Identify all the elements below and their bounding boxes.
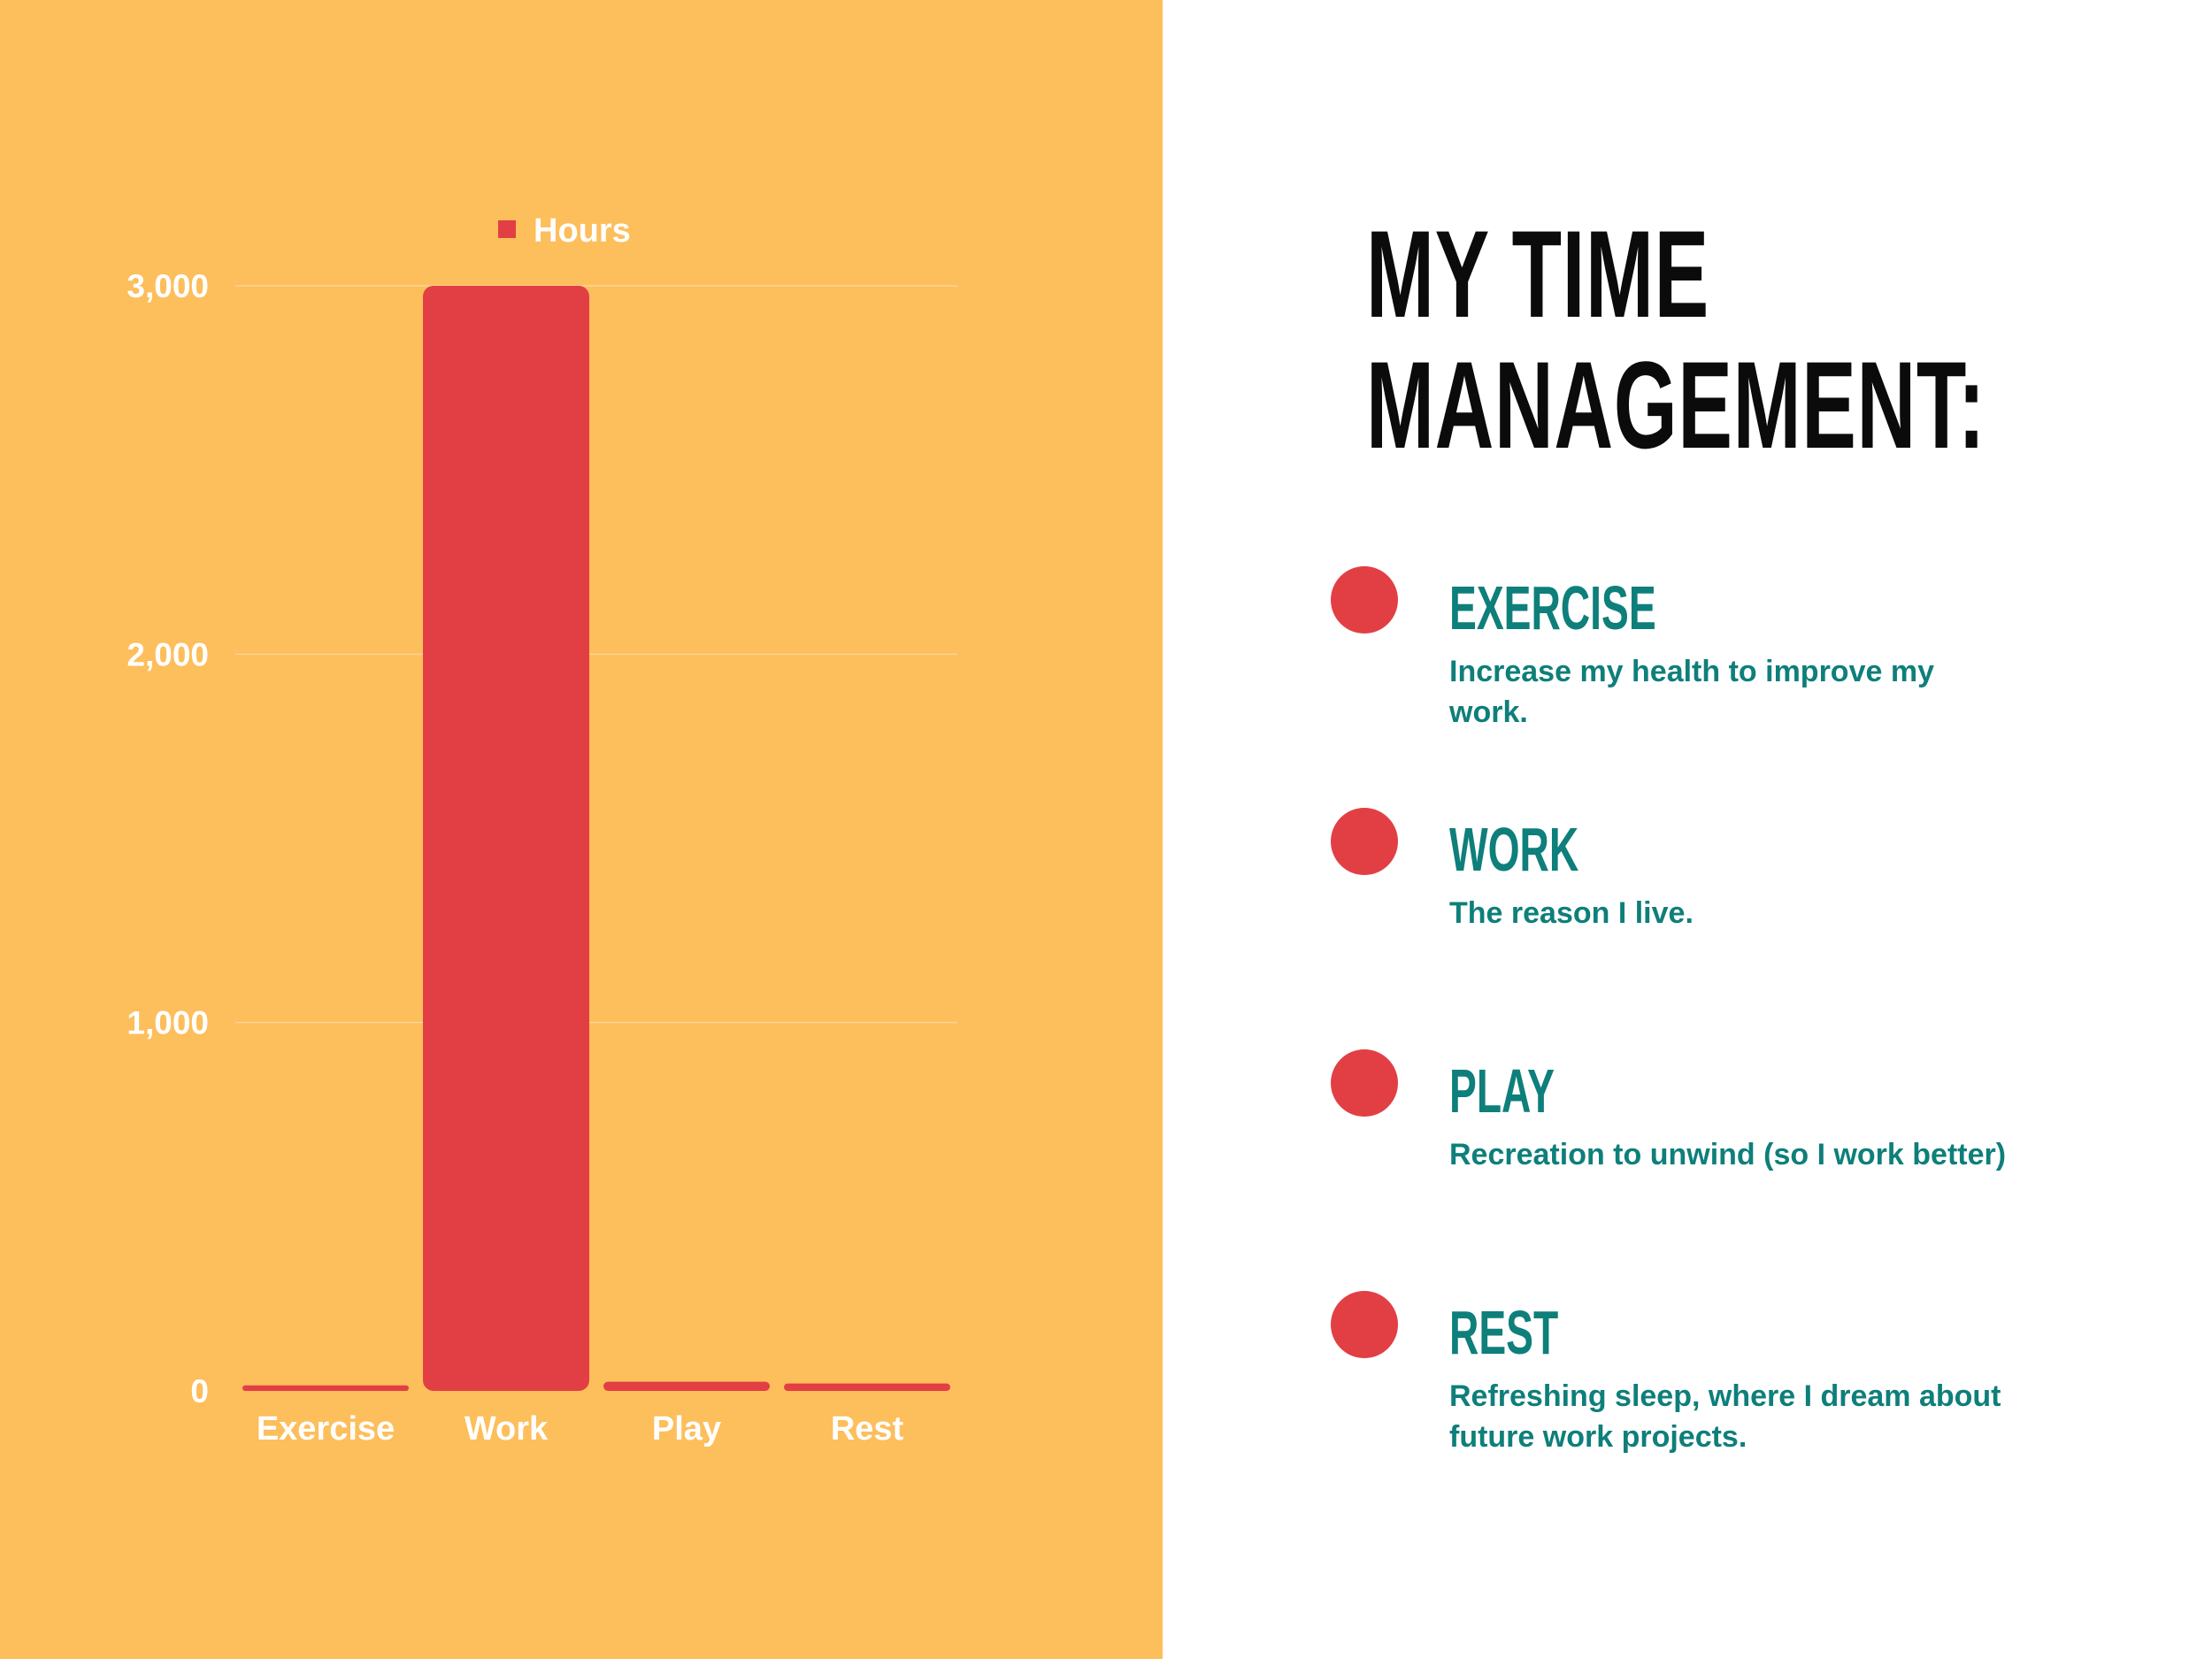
bar-chart: 0 1,000 2,000 3,000 Exercise Work Play Rest Hour…	[127, 212, 957, 1448]
page-title-line-2: MANAGEMENT:	[1366, 335, 1986, 474]
bar-work	[423, 286, 589, 1391]
x-tick-label: Work	[465, 1410, 549, 1448]
y-tick-label: 2,000	[127, 636, 209, 672]
chart-panel: 0 1,000 2,000 3,000 Exercise Work Play Rest Hour…	[0, 0, 1163, 1659]
item-description: Refreshing sleep, where I dream about fu…	[1449, 1379, 2001, 1454]
item-title: EXERCISE	[1449, 573, 1656, 642]
y-tick-label: 1,000	[127, 1005, 209, 1041]
y-tick-label: 0	[190, 1373, 209, 1409]
item-title: WORK	[1449, 815, 1579, 884]
bullet-dot-icon	[1331, 566, 1398, 634]
bullet-dot-icon	[1331, 808, 1398, 875]
bar-play	[603, 1381, 770, 1391]
bullet-dot-icon	[1331, 1291, 1398, 1358]
x-tick-label: Play	[652, 1410, 721, 1448]
bullet-dot-icon	[1331, 1049, 1398, 1117]
bar-rest	[784, 1383, 950, 1391]
content-panel: MY TIME MANAGEMENT: EXERCISE Increase my h…	[1163, 0, 2212, 1659]
page-title-line-1: MY TIME	[1366, 204, 1709, 343]
item-title: REST	[1449, 1298, 1559, 1367]
bar-exercise	[242, 1385, 409, 1391]
page-title: MY TIME MANAGEMENT:	[1366, 209, 1985, 471]
x-tick-label: Exercise	[257, 1410, 395, 1448]
legend-label: Hours	[534, 212, 631, 250]
item-title: PLAY	[1449, 1056, 1555, 1125]
legend-swatch	[498, 220, 516, 238]
y-tick-label: 3,000	[127, 268, 209, 304]
category-list: EXERCISE Increase my health to improve my…	[1163, 0, 2212, 1659]
item-description: Recreation to unwind (so I work better)	[1449, 1138, 2007, 1171]
item-description: Increase my health to improve my work.	[1449, 655, 1934, 729]
x-tick-label: Rest	[831, 1410, 904, 1448]
item-description: The reason I live.	[1449, 896, 1694, 930]
